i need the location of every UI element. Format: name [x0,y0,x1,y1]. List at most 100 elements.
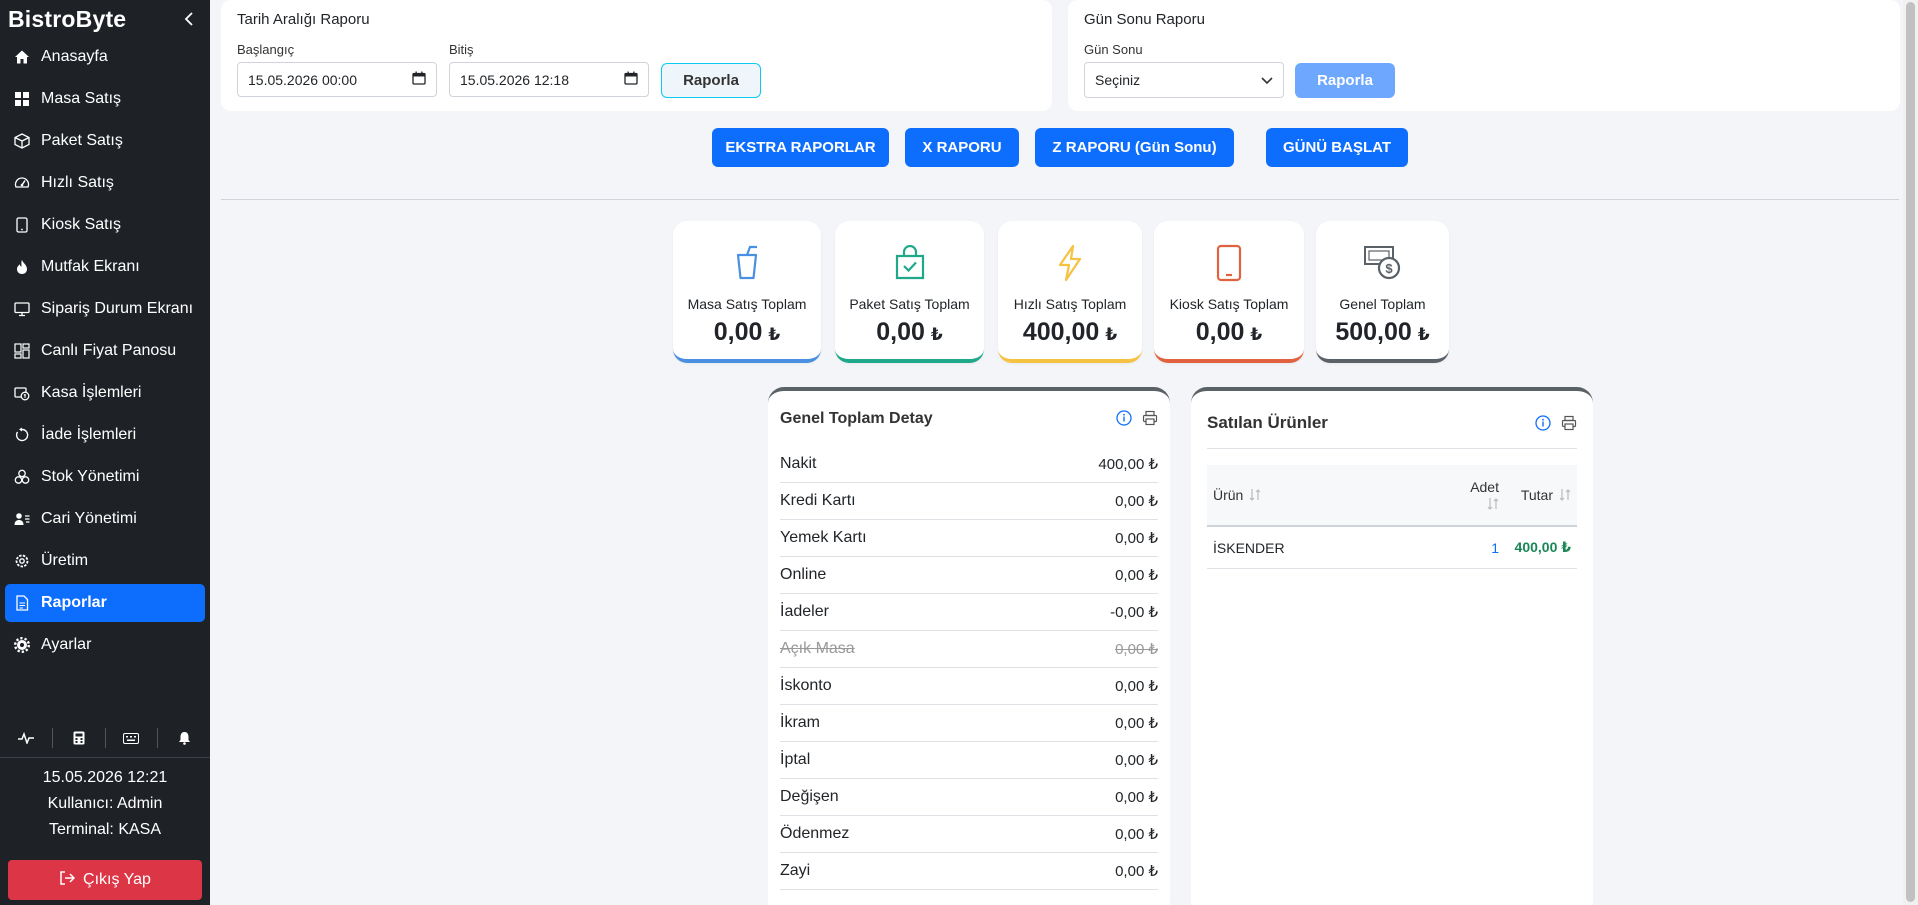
sidebar-item-12[interactable]: Cari Yönetimi [5,500,205,538]
product-name: İSKENDER [1213,539,1285,556]
info-icon[interactable] [1116,410,1132,426]
calendar-icon[interactable] [412,71,426,88]
shopping-bag-icon [835,243,984,283]
sidebar-item-label: Raporlar [41,594,107,611]
end-date-input[interactable]: 15.05.2026 12:18 [449,62,649,97]
sidebar-item-label: Stok Yönetimi [41,468,140,485]
calculator-icon[interactable] [53,728,106,748]
sidebar-item-3[interactable]: Paket Satış [5,122,205,160]
column-header-qty-label: Adet [1470,479,1499,495]
stat-value-wrap: 0,00 ₺ [1154,318,1304,347]
detail-row-label: Ödenmez [780,825,850,842]
detail-row: İskonto 0,00 ₺ [780,668,1158,705]
detail-row-label: İskonto [780,677,832,694]
sidebar-item-9[interactable]: Kasa İşlemleri [5,374,205,412]
logout-icon [59,870,76,890]
sidebar-item-5[interactable]: Kiosk Satış [5,206,205,244]
end-date-value: 15.05.2026 12:18 [460,71,569,88]
sidebar-item-label: Kiosk Satış [41,216,122,233]
stat-value: 0,00 [1195,318,1245,346]
info-icon[interactable] [1535,415,1551,431]
stat-value: 0,00 [876,318,925,346]
sidebar-item-10[interactable]: İade İşlemleri [5,416,205,454]
start-day-button[interactable]: GÜNÜ BAŞLAT [1266,128,1408,167]
start-date-input[interactable]: 15.05.2026 00:00 [237,62,437,97]
detail-row-value: 0,00 ₺ [1115,493,1158,510]
keyboard-icon[interactable] [106,728,159,748]
printer-icon[interactable] [1142,410,1158,426]
sidebar-item-14[interactable]: Raporlar [5,584,205,622]
printer-icon[interactable] [1561,415,1577,431]
detail-row-label: Yemek Kartı [780,529,867,546]
day-end-report-title: Gün Sonu Raporu [1084,11,1205,28]
detail-row: Ödenmez 0,00 ₺ [780,816,1158,853]
detail-row: İadeler -0,00 ₺ [780,594,1158,631]
sold-products-panel: Satılan Ürünler Ürün Adet Tutar İSKENDER… [1191,387,1593,905]
chevron-left-icon[interactable] [180,10,198,28]
detail-row: Zayi 0,00 ₺ [780,853,1158,890]
gear-icon [13,636,31,654]
sidebar-item-2[interactable]: Masa Satış [5,80,205,118]
stat-label: Masa Satış Toplam [687,296,807,312]
range-report-button[interactable]: Raporla [661,63,761,98]
sidebar-item-8[interactable]: Canlı Fiyat Panosu [5,332,205,370]
money-icon: $ [1316,243,1449,283]
detail-row-value: 0,00 ₺ [1115,826,1158,843]
stat-currency: ₺ [930,325,943,344]
person-lines-icon [13,510,31,528]
activity-icon[interactable] [0,728,53,748]
sidebar-item-15[interactable]: Ayarlar [5,626,205,664]
sort-icon[interactable] [1249,488,1261,502]
stat-currency: ₺ [1417,325,1430,344]
refund-icon [13,426,31,444]
grid-icon [13,90,31,108]
page-scrollbar[interactable] [1903,0,1918,905]
stat-value: 400,00 [1022,318,1100,346]
svg-text:$: $ [1385,261,1393,276]
detail-row-label: Online [780,566,827,583]
scrollbar-thumb[interactable] [1906,2,1915,902]
sidebar-item-13[interactable]: Üretim [5,542,205,580]
detail-row-label: İadeler [780,603,829,620]
start-date-value: 15.05.2026 00:00 [248,71,357,88]
day-end-report-button[interactable]: Raporla [1295,63,1395,98]
sidebar-item-7[interactable]: Sipariş Durum Ekranı [5,290,205,328]
column-header-product[interactable]: Ürün [1207,487,1447,503]
start-date-label: Başlangıç [237,42,295,57]
sidebar-item-11[interactable]: Stok Yönetimi [5,458,205,496]
sidebar-item-label: Hızlı Satış [41,174,114,191]
detail-row: Kredi Kartı 0,00 ₺ [780,483,1158,520]
date-range-report-card: Tarih Aralığı Raporu Başlangıç 15.05.202… [221,0,1052,111]
table-row[interactable]: İSKENDER 1 400,00 ₺ [1207,527,1577,569]
detail-row-value: 0,00 ₺ [1115,863,1158,880]
day-end-select[interactable]: Seçiniz [1084,62,1284,98]
sidebar-item-1[interactable]: Anasayfa [5,38,205,76]
sidebar-item-label: Paket Satış [41,132,123,149]
detail-row: İptal 0,00 ₺ [780,742,1158,779]
detail-panel-title: Genel Toplam Detay [780,410,933,427]
brand-title: BistroByte [8,5,127,32]
extra-reports-button[interactable]: EKSTRA RAPORLAR [712,128,889,167]
sort-icon[interactable] [1559,488,1571,502]
stat-label: Genel Toplam [1339,296,1426,312]
tablet-icon [1154,243,1304,283]
detail-panel-actions [1116,410,1158,426]
stat-label: Kiosk Satış Toplam [1169,296,1289,312]
sidebar-item-label: Kasa İşlemleri [41,384,142,401]
column-header-qty[interactable]: Adet [1447,479,1505,511]
z-report-button[interactable]: Z RAPORU (Gün Sonu) [1035,128,1234,167]
column-header-total[interactable]: Tutar [1505,487,1577,503]
calendar-icon[interactable] [624,71,638,88]
bell-icon[interactable] [158,728,210,748]
sidebar-item-6[interactable]: Mutfak Ekranı [5,248,205,286]
sort-icon[interactable] [1487,497,1499,511]
stat-card: Hızlı Satış Toplam 400,00 ₺ [998,221,1142,363]
x-report-button[interactable]: X RAPORU [905,128,1019,167]
logout-button[interactable]: Çıkış Yap [8,860,202,900]
detail-row-value: 400,00 ₺ [1098,456,1158,473]
detail-row-value: 0,00 ₺ [1115,752,1158,769]
detail-row-value: 0,00 ₺ [1115,641,1158,658]
current-terminal: Terminal: KASA [48,821,162,838]
detail-row-value: 0,00 ₺ [1115,530,1158,547]
sidebar-item-4[interactable]: Hızlı Satış [5,164,205,202]
